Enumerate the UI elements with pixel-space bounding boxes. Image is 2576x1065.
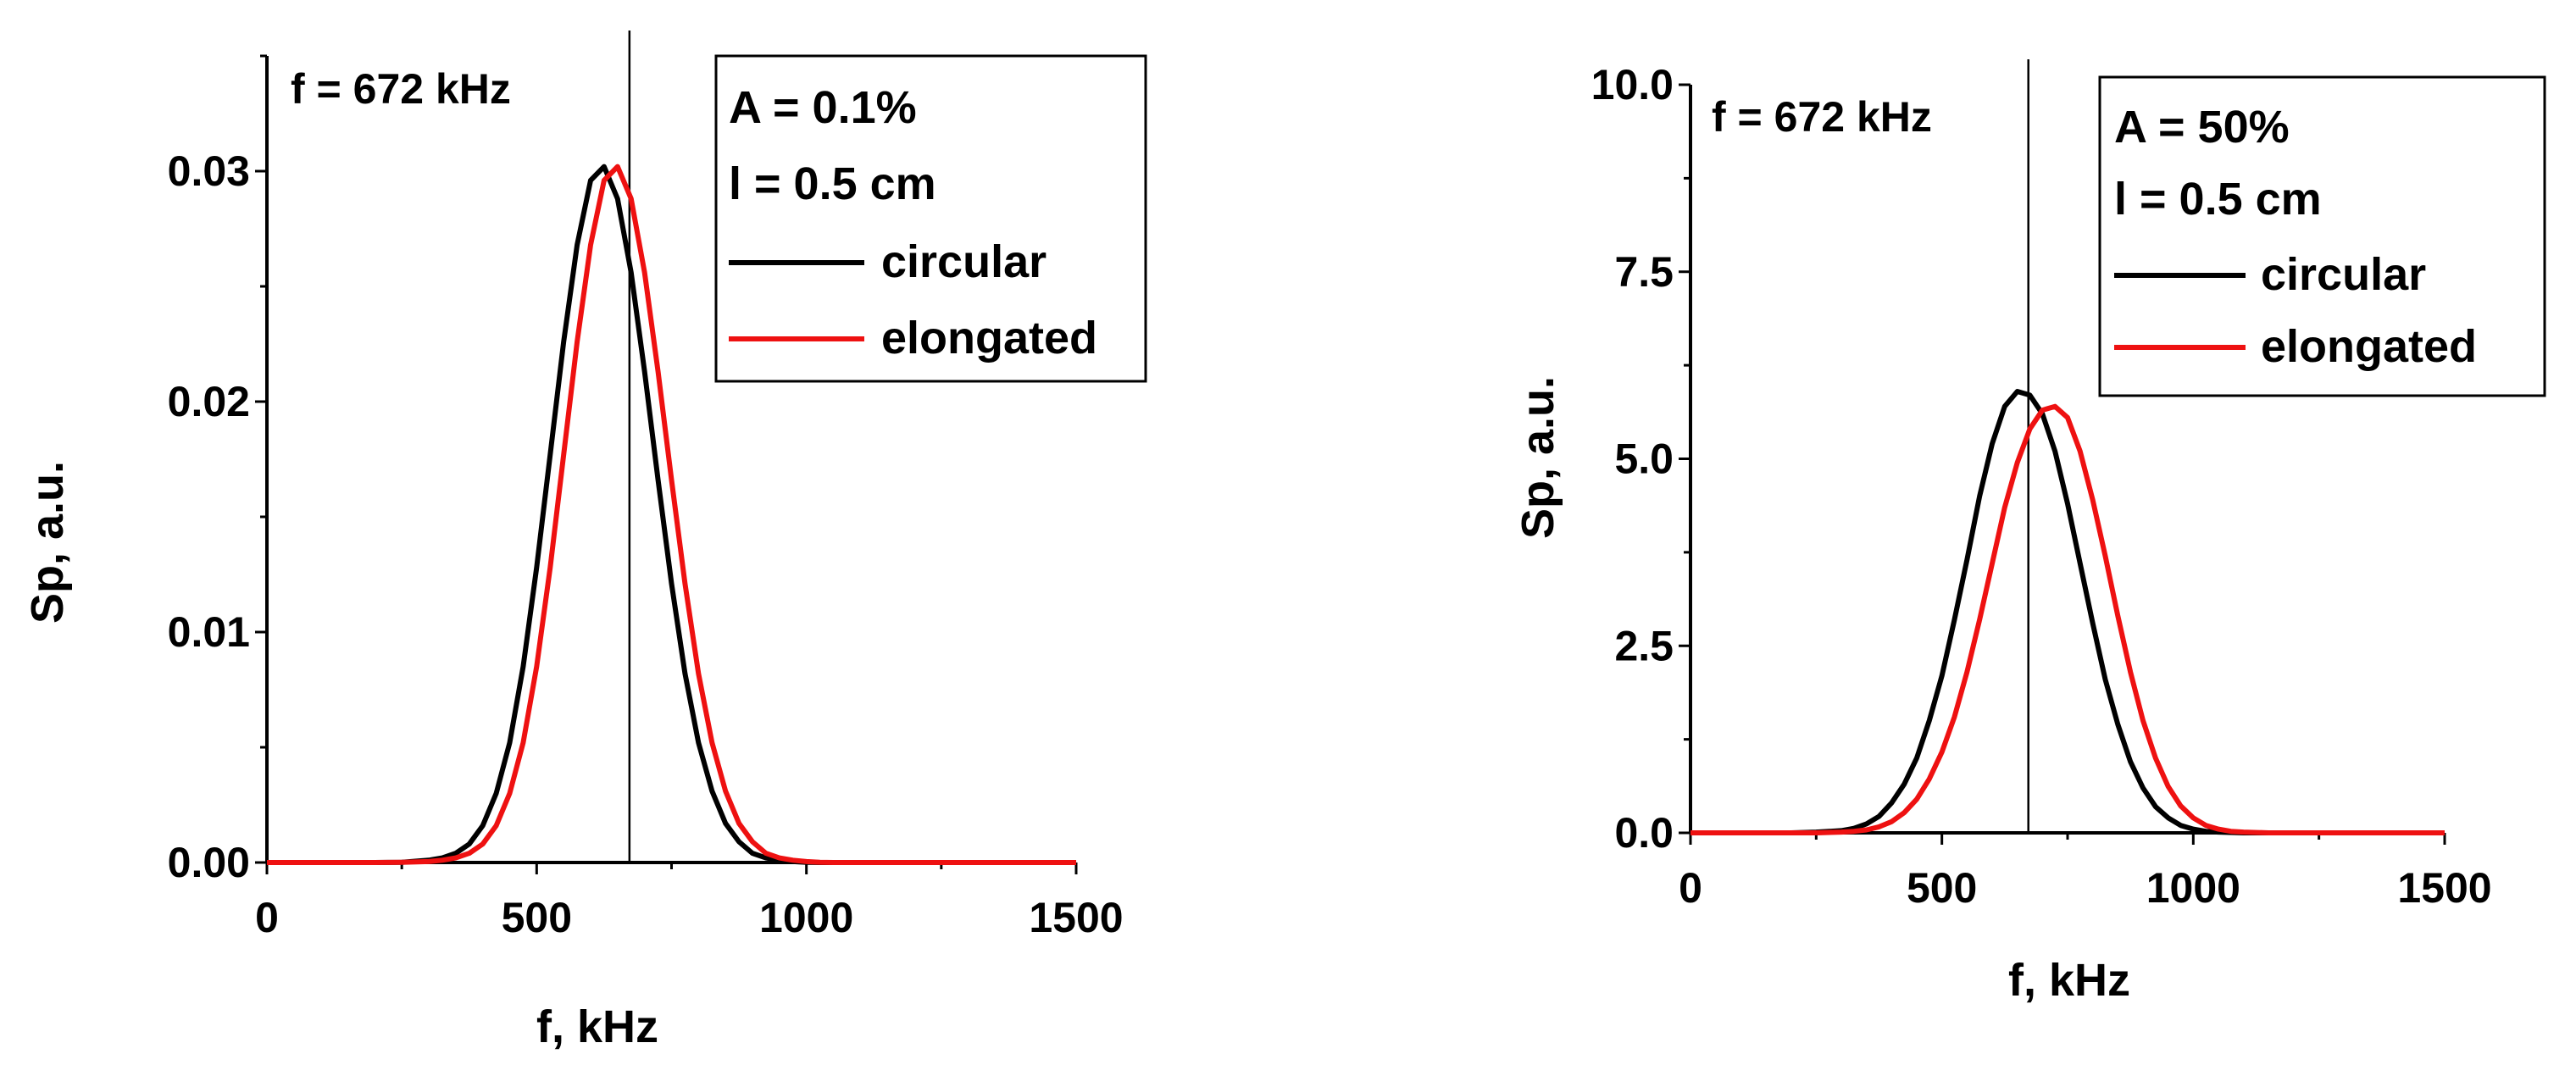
chart-left: 0 500 1000 1500 0.00 0.01 0.02 0.03 Sp, a.u. f,…	[22, 31, 1147, 1052]
y-tick-label: 10.0	[1591, 61, 1674, 108]
legend-label-circular: circular	[2261, 249, 2426, 300]
legend-label-elongated: elongated	[881, 313, 1097, 363]
legend-header-length: l = 0.5 cm	[2114, 174, 2322, 225]
legend-header-amplitude: A = 0.1%	[729, 82, 917, 133]
x-tick-label: 500	[502, 894, 572, 941]
plot-area: 0 500 1000 1500 0.00 0.01 0.02 0.03	[168, 31, 1124, 941]
x-tick-label: 1000	[2146, 864, 2240, 912]
y-tick-label: 7.5	[1614, 248, 1674, 296]
y-tick-label: 0.00	[168, 839, 250, 886]
y-axis-title: Sp, a.u.	[1513, 376, 1563, 539]
x-tick-label: 0	[1679, 864, 1702, 912]
series-line-elongated	[267, 164, 1076, 865]
y-tick-label: 0.02	[168, 378, 250, 425]
x-axis-title: f, kHz	[2008, 955, 2130, 1006]
x-axis-title: f, kHz	[536, 1001, 658, 1052]
legend-label-elongated: elongated	[2261, 321, 2477, 372]
vline-annotation: f = 672 kHz	[1712, 93, 1932, 141]
series-line-elongated	[1690, 403, 2445, 835]
x-tick-label: 1500	[1029, 894, 1123, 941]
x-tick-label: 0	[255, 894, 279, 941]
legend-box	[714, 54, 1147, 383]
plot-area: 0 500 1000 1500 0.0 2.5 5.0 7.5 10.0	[1591, 59, 2492, 912]
x-tick-label: 1500	[2397, 864, 2491, 912]
y-tick-label: 0.03	[168, 147, 250, 195]
y-axis-title: Sp, a.u.	[22, 461, 73, 624]
series-line-circular	[1690, 389, 2445, 835]
vline-annotation: f = 672 kHz	[291, 65, 511, 113]
x-tick-label: 1000	[759, 894, 853, 941]
y-tick-label: 0.0	[1614, 809, 1674, 857]
legend-box	[2098, 75, 2546, 397]
x-tick-label: 500	[1907, 864, 1977, 912]
legend-label-circular: circular	[881, 236, 1046, 287]
y-tick-label: 5.0	[1614, 435, 1674, 483]
legend-header-amplitude: A = 50%	[2114, 102, 2290, 153]
y-tick-label: 2.5	[1614, 622, 1674, 669]
chart-right: 0 500 1000 1500 0.0 2.5 5.0 7.5 10.0 Sp, a.u. f,…	[1513, 59, 2546, 1006]
y-tick-label: 0.01	[168, 608, 250, 656]
legend-header-length: l = 0.5 cm	[729, 158, 936, 209]
